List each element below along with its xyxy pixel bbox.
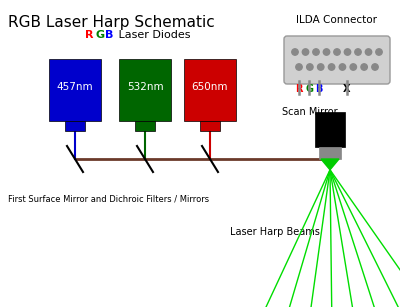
Text: Laser Harp Beams: Laser Harp Beams bbox=[230, 227, 320, 237]
FancyBboxPatch shape bbox=[284, 36, 390, 84]
Text: G: G bbox=[95, 30, 104, 40]
Circle shape bbox=[334, 49, 340, 55]
Circle shape bbox=[344, 49, 351, 55]
Circle shape bbox=[313, 49, 319, 55]
Text: RGB Laser Harp Schematic: RGB Laser Harp Schematic bbox=[8, 15, 215, 30]
FancyBboxPatch shape bbox=[49, 59, 101, 121]
Circle shape bbox=[372, 64, 378, 70]
Text: Laser Diodes: Laser Diodes bbox=[115, 30, 190, 40]
FancyBboxPatch shape bbox=[315, 112, 345, 147]
Circle shape bbox=[292, 49, 298, 55]
Text: B: B bbox=[315, 84, 323, 94]
Polygon shape bbox=[321, 159, 339, 170]
FancyBboxPatch shape bbox=[135, 121, 155, 131]
Circle shape bbox=[328, 64, 335, 70]
FancyBboxPatch shape bbox=[184, 59, 236, 121]
Circle shape bbox=[318, 64, 324, 70]
Text: First Surface Mirror and Dichroic Filters / Mirrors: First Surface Mirror and Dichroic Filter… bbox=[8, 195, 209, 204]
FancyBboxPatch shape bbox=[200, 121, 220, 131]
Text: 457nm: 457nm bbox=[57, 82, 93, 92]
Circle shape bbox=[376, 49, 382, 55]
Text: Scan Mirror: Scan Mirror bbox=[282, 107, 338, 117]
Text: 650nm: 650nm bbox=[192, 82, 228, 92]
Circle shape bbox=[365, 49, 372, 55]
Text: R: R bbox=[85, 30, 94, 40]
Text: 532nm: 532nm bbox=[127, 82, 163, 92]
Circle shape bbox=[355, 49, 361, 55]
FancyBboxPatch shape bbox=[319, 147, 341, 159]
Text: R: R bbox=[295, 84, 303, 94]
Circle shape bbox=[361, 64, 367, 70]
Circle shape bbox=[339, 64, 346, 70]
Circle shape bbox=[296, 64, 302, 70]
Text: X: X bbox=[343, 84, 351, 94]
Text: G: G bbox=[305, 84, 313, 94]
Text: B: B bbox=[105, 30, 113, 40]
FancyBboxPatch shape bbox=[119, 59, 171, 121]
FancyBboxPatch shape bbox=[65, 121, 85, 131]
Circle shape bbox=[323, 49, 330, 55]
Circle shape bbox=[307, 64, 313, 70]
Text: ILDA Connector: ILDA Connector bbox=[296, 15, 378, 25]
Circle shape bbox=[302, 49, 309, 55]
Circle shape bbox=[350, 64, 356, 70]
